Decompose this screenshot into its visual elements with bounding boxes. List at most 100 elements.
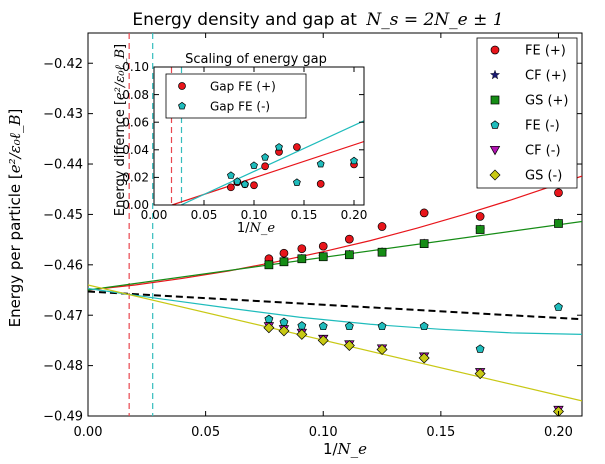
y-tick-label: −0.48 bbox=[43, 359, 83, 374]
data-point bbox=[279, 317, 289, 327]
y-tick-label: 0.06 bbox=[122, 115, 149, 129]
series-fe bbox=[264, 302, 563, 353]
legend-marker bbox=[489, 69, 501, 80]
inset-y-axis-label: Energy differnce [e²/ε₀ℓ_B] bbox=[113, 44, 128, 216]
inset-y-ticks: 0.00 0.02 0.04 0.06 0.08 0.10 bbox=[122, 60, 364, 212]
series-cf bbox=[263, 218, 564, 270]
fit-line-1 bbox=[88, 220, 582, 291]
y-tick-label: −0.46 bbox=[43, 258, 83, 273]
main-y-ticks: −0.49 −0.48 −0.47 −0.46 −0.45 −0.44 −0.43 −0.42 bbox=[43, 57, 582, 425]
plot-area bbox=[88, 33, 582, 416]
data-point bbox=[418, 352, 430, 364]
legend-marker bbox=[178, 101, 186, 110]
data-point bbox=[554, 219, 563, 228]
x-tick-label: 0.20 bbox=[341, 208, 368, 222]
x-tick-label: 0.05 bbox=[191, 425, 220, 440]
data-point bbox=[419, 208, 429, 218]
fit-line-4 bbox=[88, 284, 582, 402]
data-point bbox=[318, 321, 328, 331]
series-fe bbox=[264, 188, 563, 264]
data-point bbox=[377, 321, 387, 331]
data-point bbox=[419, 239, 429, 248]
data-point bbox=[344, 250, 354, 260]
data-point bbox=[419, 321, 429, 331]
data-point bbox=[264, 314, 274, 323]
data-point bbox=[240, 180, 249, 188]
data-point bbox=[296, 328, 308, 340]
data-point bbox=[350, 156, 358, 165]
data-point bbox=[278, 325, 290, 337]
data-point bbox=[275, 143, 283, 151]
y-tick-label: −0.47 bbox=[43, 309, 83, 324]
data-point bbox=[263, 322, 275, 334]
x-tick-label: 0.10 bbox=[241, 208, 268, 222]
inset-title: Scaling of energy gap bbox=[185, 52, 327, 67]
data-point bbox=[261, 153, 270, 161]
fit-line-3 bbox=[88, 287, 582, 335]
x-tick-label: 0.10 bbox=[309, 425, 338, 440]
legend-box bbox=[165, 73, 307, 119]
main-plot-content bbox=[88, 33, 582, 416]
legend-box bbox=[476, 37, 578, 189]
data-point bbox=[316, 180, 325, 188]
data-point bbox=[343, 339, 355, 351]
legend-marker bbox=[490, 120, 500, 129]
data-point bbox=[377, 222, 387, 231]
y-tick-label: 0.10 bbox=[122, 60, 149, 74]
legend-label: GS (+) bbox=[525, 94, 569, 109]
main-plot-frame bbox=[87, 32, 583, 417]
fit-line-2 bbox=[88, 290, 582, 321]
data-point bbox=[233, 177, 242, 185]
data-point bbox=[376, 343, 388, 355]
legend-label: CF (-) bbox=[525, 144, 561, 159]
data-point bbox=[344, 321, 354, 331]
data-point bbox=[250, 181, 258, 190]
data-point bbox=[318, 241, 328, 251]
legend-label: GS (-) bbox=[525, 169, 562, 184]
data-point bbox=[292, 178, 301, 186]
y-tick-label: 0.08 bbox=[122, 88, 149, 102]
main-x-axis-label: 1/N_e bbox=[323, 440, 367, 458]
y-tick-label: −0.49 bbox=[43, 410, 83, 425]
legend-label: CF (+) bbox=[525, 69, 567, 84]
y-tick-label: −0.42 bbox=[43, 57, 83, 72]
y-tick-label: 0.02 bbox=[122, 171, 149, 185]
legend-marker bbox=[490, 95, 500, 105]
data-point bbox=[475, 212, 485, 221]
y-tick-label: 0.04 bbox=[122, 143, 149, 157]
y-tick-label: 0.00 bbox=[122, 198, 149, 212]
legend-label: FE (-) bbox=[525, 119, 560, 134]
data-point bbox=[475, 225, 485, 234]
data-point bbox=[318, 252, 328, 262]
data-point bbox=[317, 334, 329, 346]
legend-label: Gap FE (-) bbox=[210, 99, 270, 113]
legend-label: Gap FE (+) bbox=[210, 79, 276, 93]
inset-x-ticks: 0.00 0.05 0.10 0.15 0.20 bbox=[141, 67, 368, 222]
legend-label: FE (+) bbox=[525, 44, 566, 59]
data-point bbox=[250, 161, 258, 169]
data-point bbox=[377, 247, 387, 257]
data-point bbox=[261, 162, 269, 171]
y-tick-label: −0.43 bbox=[43, 107, 83, 122]
data-point bbox=[264, 260, 274, 270]
legend-marker bbox=[490, 45, 500, 55]
legend-marker bbox=[178, 82, 186, 90]
data-point bbox=[293, 143, 301, 151]
y-tick-label: −0.45 bbox=[43, 208, 83, 223]
x-tick-label: 0.05 bbox=[191, 208, 218, 222]
inset-plot-frame bbox=[153, 66, 365, 206]
legend-marker bbox=[489, 145, 501, 156]
x-tick-label: 0.00 bbox=[141, 208, 168, 222]
inset-x-axis-label: 1/N_e bbox=[237, 221, 276, 236]
data-point bbox=[554, 302, 563, 311]
series-gap-fe bbox=[226, 143, 358, 188]
data-point bbox=[279, 248, 289, 258]
main-chart: 0.00 0.05 0.10 0.15 0.20 −0.49−0.48−0.47−0.4… bbox=[6, 10, 583, 458]
data-point bbox=[297, 244, 307, 254]
data-point bbox=[226, 171, 235, 179]
data-point bbox=[297, 254, 307, 264]
x-tick-label: 0.20 bbox=[544, 425, 573, 440]
data-point bbox=[279, 257, 289, 267]
data-point bbox=[297, 321, 307, 330]
